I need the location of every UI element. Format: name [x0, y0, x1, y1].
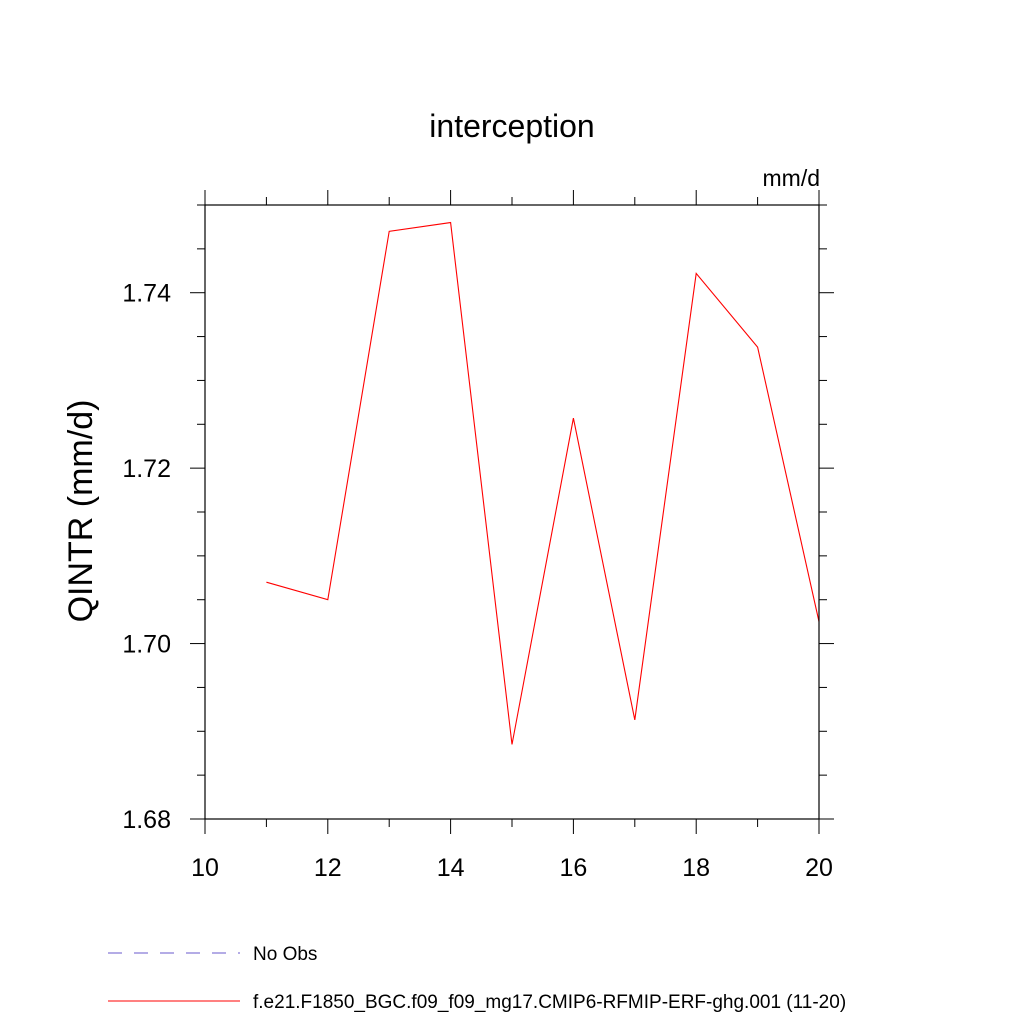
legend-model-label: f.e21.F1850_BGC.f09_f09_mg17.CMIP6-RFMIP…: [253, 992, 846, 1013]
x-tick-labels: 10 12 14 16 18 20: [191, 854, 833, 882]
y-tick-labels: 1.68 1.70 1.72 1.74: [122, 280, 171, 834]
x-tick-label: 20: [805, 854, 833, 882]
data-series: [266, 221, 820, 745]
plot-frame: [204, 204, 820, 820]
y-tick-label: 1.72: [122, 455, 171, 483]
y-axis-label: QINTR (mm/d): [62, 400, 100, 623]
legend-no-obs-label: No Obs: [253, 944, 317, 965]
y-tick-label: 1.74: [122, 280, 171, 308]
x-tick-label: 14: [437, 854, 465, 882]
legend: No Obs f.e21.F1850_BGC.f09_f09_mg17.CMIP…: [108, 944, 846, 1013]
axis-ticks: [190, 190, 834, 834]
chart-title: interception: [429, 108, 594, 144]
y-tick-label: 1.70: [122, 631, 171, 659]
series-line: [266, 221, 820, 745]
x-tick-label: 16: [559, 854, 587, 882]
units-label: mm/d: [763, 165, 821, 191]
x-tick-label: 18: [682, 854, 710, 882]
x-tick-label: 12: [314, 854, 342, 882]
x-tick-label: 10: [191, 854, 219, 882]
y-tick-label: 1.68: [122, 806, 171, 834]
